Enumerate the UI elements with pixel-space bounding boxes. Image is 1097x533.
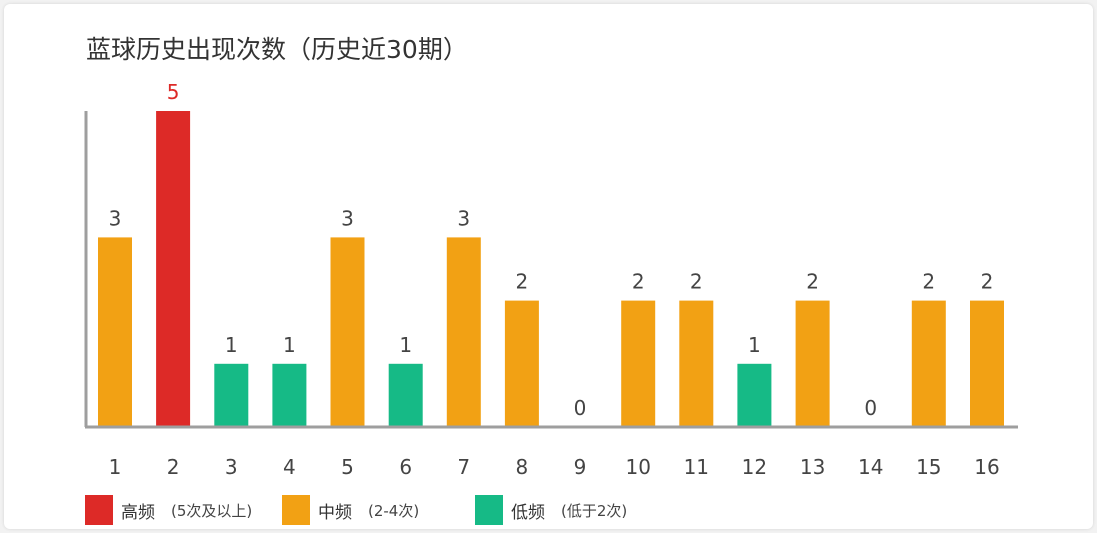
x-tick-label-1: 1 xyxy=(109,455,122,479)
x-tick-label-6: 6 xyxy=(399,455,412,479)
value-label-16: 2 xyxy=(981,270,994,294)
x-tick-label-15: 15 xyxy=(916,455,941,479)
x-tick-label-8: 8 xyxy=(516,455,529,479)
x-tick-label-11: 11 xyxy=(684,455,709,479)
value-label-5: 3 xyxy=(341,206,354,230)
value-label-14: 0 xyxy=(864,396,877,420)
legend-swatch-low xyxy=(475,495,503,525)
legend-note-high: (5次及以上) xyxy=(171,501,253,520)
x-tick-label-16: 16 xyxy=(974,455,999,479)
value-label-6: 1 xyxy=(399,333,412,357)
value-label-8: 2 xyxy=(516,270,529,294)
x-tick-label-13: 13 xyxy=(800,455,825,479)
bar-2 xyxy=(156,111,191,427)
legend-label-high: 高频 xyxy=(121,502,155,523)
bar-6 xyxy=(388,363,423,427)
value-label-2: 5 xyxy=(167,80,180,104)
legend-item-low: 低频 (低于2次) xyxy=(475,495,627,525)
bar-7 xyxy=(446,237,481,427)
x-tick-label-12: 12 xyxy=(742,455,767,479)
value-label-11: 2 xyxy=(690,270,703,294)
legend-label-mid: 中频 xyxy=(318,502,352,523)
value-label-12: 1 xyxy=(748,333,761,357)
x-tick-label-10: 10 xyxy=(625,455,650,479)
value-label-1: 3 xyxy=(109,206,122,230)
legend-item-mid: 中频 (2-4次) xyxy=(282,495,419,525)
x-tick-label-3: 3 xyxy=(225,455,238,479)
value-label-4: 1 xyxy=(283,333,296,357)
x-tick-label-5: 5 xyxy=(341,455,354,479)
bar-16 xyxy=(970,300,1004,427)
bar-10 xyxy=(621,300,656,427)
x-tick-label-9: 9 xyxy=(574,455,587,479)
chart-title: 蓝球历史出现次数（历史近30期） xyxy=(86,35,468,64)
value-label-15: 2 xyxy=(922,270,935,294)
legend-label-low: 低频 xyxy=(511,502,545,523)
bar-8 xyxy=(504,300,539,427)
x-tick-label-7: 7 xyxy=(457,455,470,479)
value-label-10: 2 xyxy=(632,270,645,294)
bar-4 xyxy=(272,363,307,427)
bar-15 xyxy=(911,300,946,427)
x-tick-label-4: 4 xyxy=(283,455,296,479)
value-label-3: 1 xyxy=(225,333,238,357)
value-label-7: 3 xyxy=(457,206,470,230)
bar-1 xyxy=(98,237,132,427)
legend-note-low: (低于2次) xyxy=(561,501,628,520)
bar-3 xyxy=(214,363,249,427)
legend-item-high: 高频 (5次及以上) xyxy=(85,495,252,525)
legend-note-mid: (2-4次) xyxy=(368,501,420,520)
bar-5 xyxy=(330,237,365,427)
legend-swatch-mid xyxy=(282,495,310,525)
x-tick-label-2: 2 xyxy=(167,455,180,479)
x-tick-label-14: 14 xyxy=(858,455,883,479)
bar-11 xyxy=(679,300,714,427)
value-label-9: 0 xyxy=(574,396,587,420)
legend-swatch-high xyxy=(85,495,113,525)
bar-13 xyxy=(795,300,830,427)
value-label-13: 2 xyxy=(806,270,819,294)
bar-12 xyxy=(737,363,772,427)
